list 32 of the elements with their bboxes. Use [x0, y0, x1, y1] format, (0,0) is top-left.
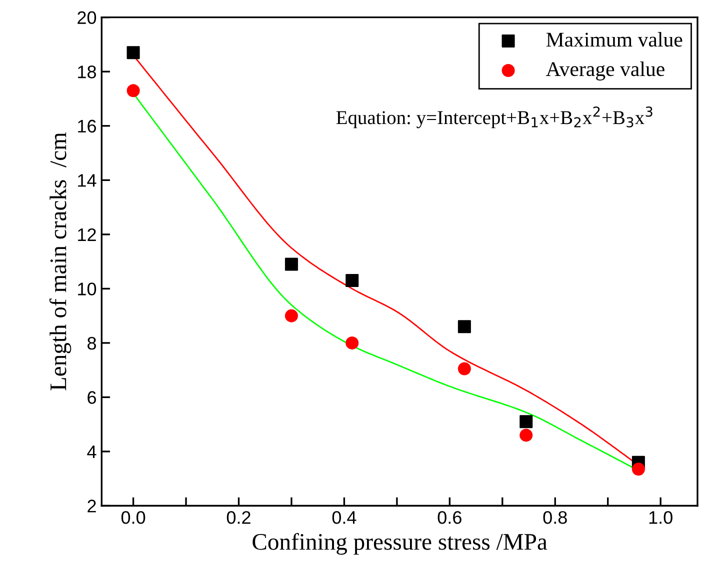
- y-tick-label: 2: [88, 500, 96, 512]
- point: [346, 336, 359, 350]
- x-tick-label: 0.8: [543, 511, 567, 524]
- legend-label: Maximum value: [546, 32, 682, 47]
- y-tick-label: 20: [78, 11, 96, 24]
- point: [126, 84, 140, 98]
- x-tick-label: 0.2: [226, 511, 250, 524]
- x-axis-title: Confining pressure stress /MPa: [252, 533, 548, 555]
- point: [284, 258, 298, 271]
- y-tick-label: 12: [78, 228, 96, 241]
- y-tick-label: 6: [88, 391, 96, 404]
- x-tick-label: 0.0: [121, 511, 146, 524]
- point: [458, 320, 471, 334]
- point: [284, 309, 298, 322]
- y-tick-label: 4: [87, 446, 96, 458]
- point: [520, 415, 533, 428]
- x-tick-label: 1.0: [649, 511, 672, 524]
- y-axis-title: Length of main cracks /cm: [49, 132, 72, 390]
- y-tick-label: 10: [78, 282, 96, 296]
- point: [520, 428, 533, 442]
- y-tick-label: 14: [78, 174, 96, 187]
- y-tick-label: 8: [88, 336, 96, 350]
- x-tick-label: 0.4: [332, 511, 356, 524]
- x-tick-label: 0.6: [438, 511, 462, 524]
- text: Equation: y=Intercept+B$_{1}$x+B$_{2}$x$^{2}$+B$_{3}$x$^{3}$: [336, 106, 652, 128]
- point: [632, 462, 645, 476]
- legend-label: Average value: [546, 61, 664, 80]
- point: [346, 274, 359, 288]
- y-tick-label: 18: [78, 66, 96, 78]
- point: [458, 362, 471, 376]
- y-tick-label: 16: [78, 120, 96, 133]
- point: [126, 46, 140, 60]
